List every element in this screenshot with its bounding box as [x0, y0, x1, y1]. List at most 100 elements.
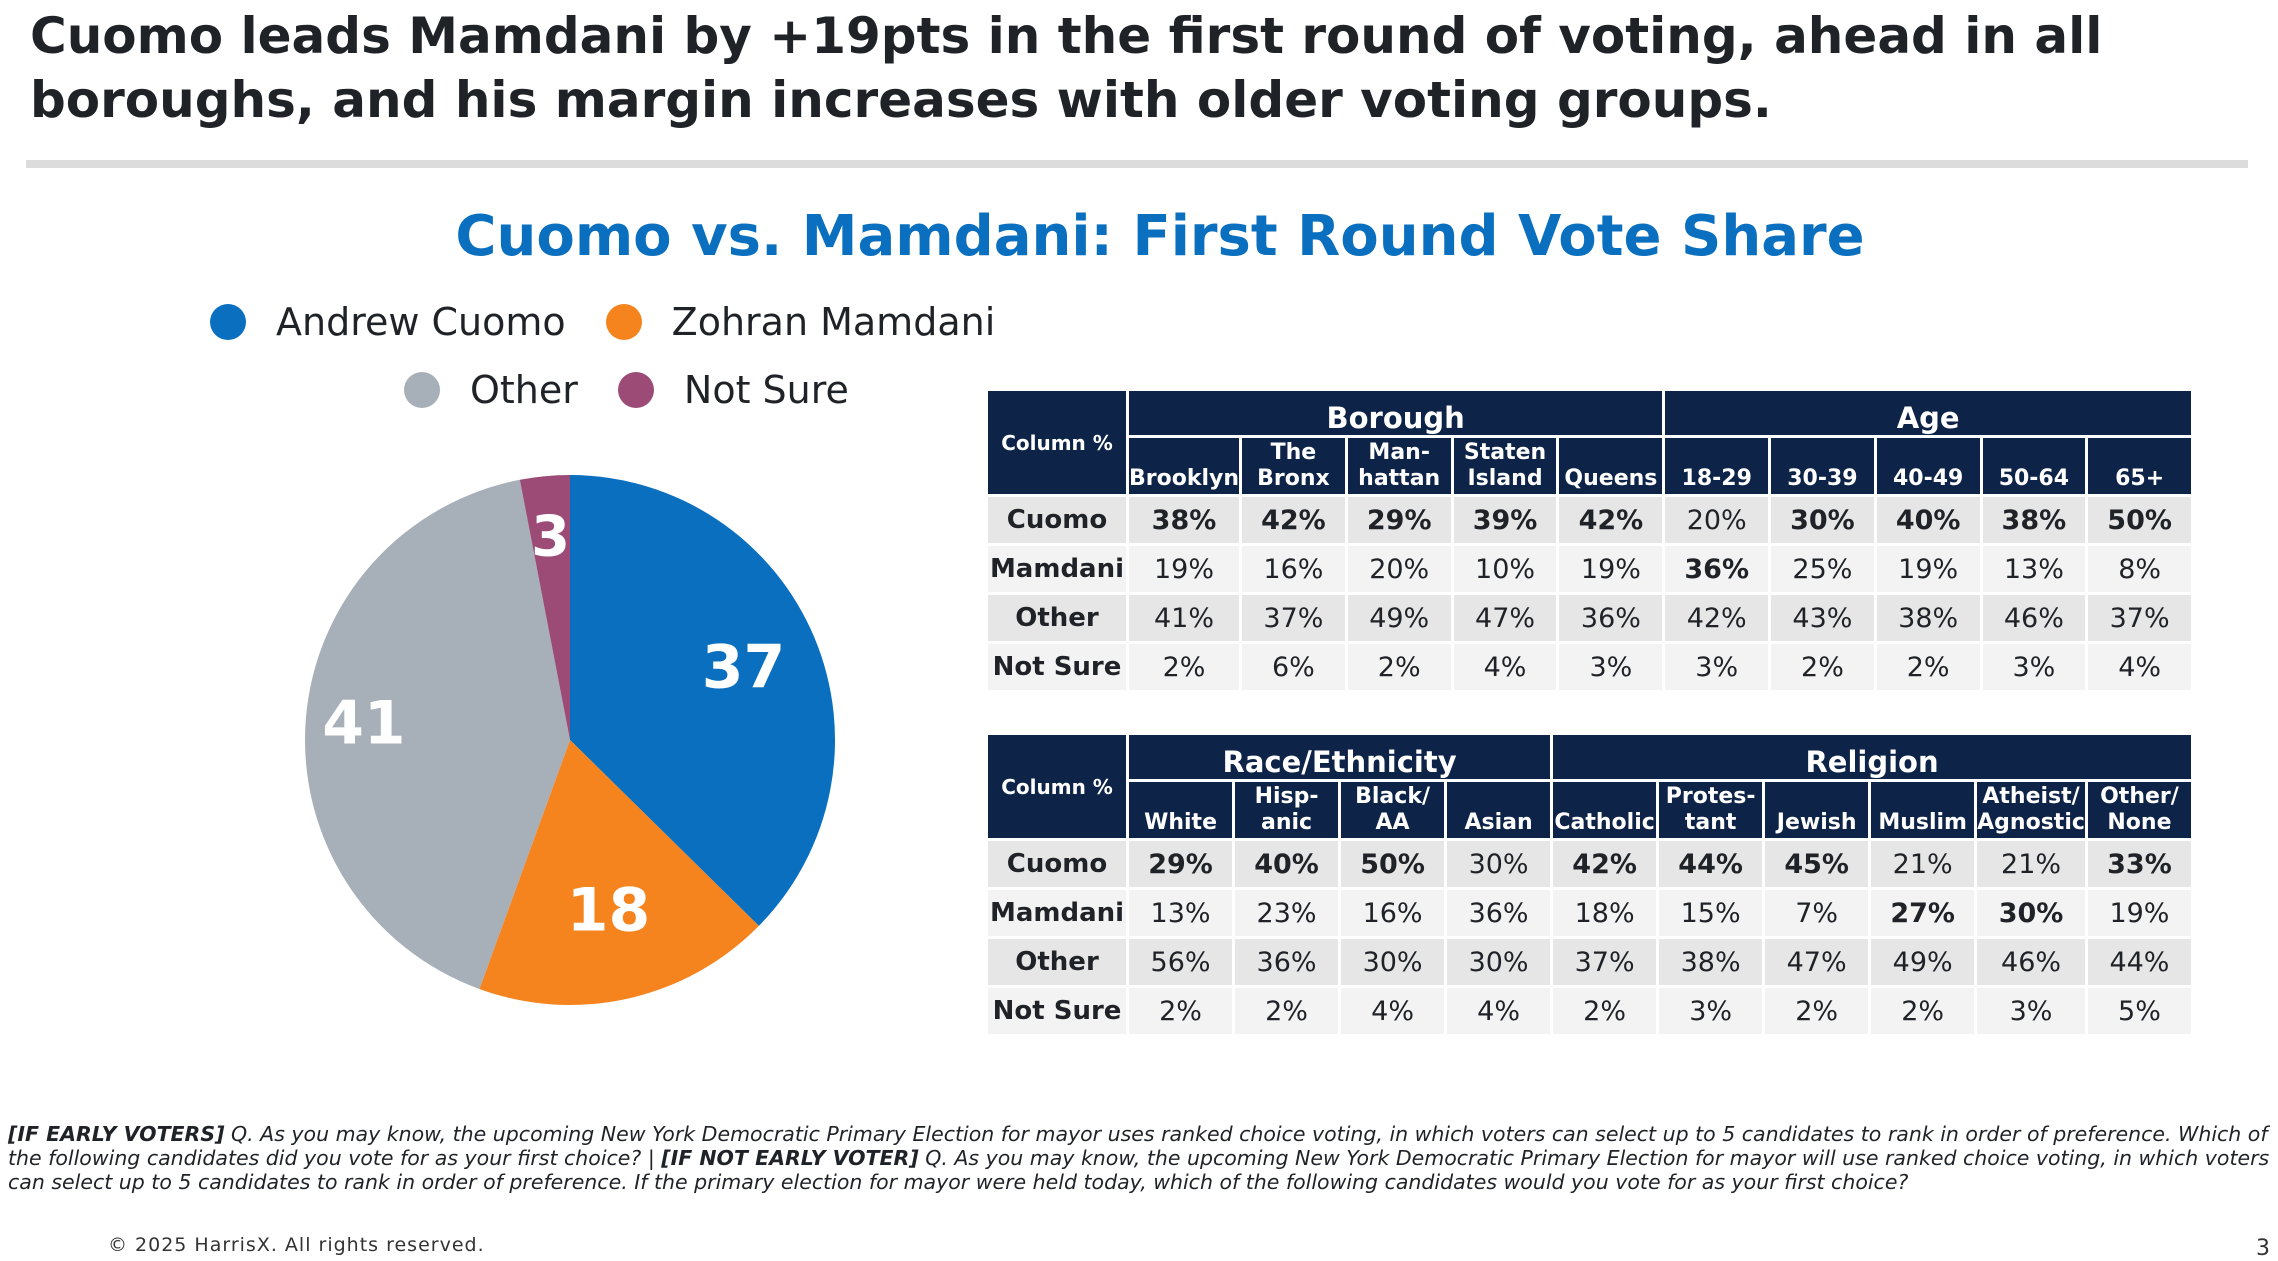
table-cell: 29% [1129, 841, 1233, 887]
legend-label-cuomo: Andrew Cuomo [276, 300, 566, 344]
legend-item-mamdani: Zohran Mamdani [605, 300, 995, 344]
table-cell: 36% [1235, 939, 1339, 985]
table-cell: 19% [1876, 546, 1980, 592]
legend-row-1: Andrew Cuomo Zohran Mamdani [210, 300, 1035, 344]
table-cell: 20% [1347, 546, 1451, 592]
table-column-header: Catholic [1553, 782, 1657, 838]
chart-title: Cuomo vs. Mamdani: First Round Vote Shar… [455, 204, 1865, 269]
table-cell: 3% [1982, 644, 2086, 690]
table-cell: 44% [2087, 939, 2191, 985]
table-cell: 2% [1765, 988, 1869, 1034]
table-cell: 21% [1871, 841, 1975, 887]
legend-item-cuomo: Andrew Cuomo [210, 300, 566, 344]
table-cell: 29% [1347, 497, 1451, 543]
table-cell: 15% [1659, 890, 1763, 936]
page-number: 3 [2256, 1236, 2270, 1261]
table-cell: 4% [1453, 644, 1557, 690]
table-cell: 30% [1447, 841, 1551, 887]
table-group-header: Religion [1553, 735, 2191, 779]
table-cell: 38% [1659, 939, 1763, 985]
table-cell: 30% [1771, 497, 1874, 543]
pie-slice-not-sure [519, 475, 570, 740]
pie-chart: 37 18 41 3 [304, 475, 835, 1005]
pie-label-andrew-cuomo: 37 [702, 632, 786, 702]
table-cell: 16% [1242, 546, 1345, 592]
table-cell: 3% [1977, 988, 2085, 1034]
table-cell: 36% [1665, 546, 1769, 592]
table-cell: 2% [1876, 644, 1980, 690]
table-cell: 2% [1129, 988, 1233, 1034]
table-group-header: Race/Ethnicity [1129, 735, 1551, 779]
table-cell: 2% [1871, 988, 1975, 1034]
table-cell: 8% [2088, 546, 2191, 592]
race-religion-table: Column % Race/Ethnicity Religion White Hisp-… [985, 732, 2194, 1037]
legend-item-other: Other [404, 368, 578, 412]
legend-dot-not-sure [617, 372, 654, 408]
table-cell: 2% [1128, 644, 1240, 690]
table-cell: 37% [1553, 939, 1657, 985]
footnote: [IF EARLY VOTERS] Q. As you may know, th… [8, 1122, 2270, 1194]
table-cell: 49% [1347, 595, 1451, 641]
table-cell: 3% [1665, 644, 1769, 690]
legend-dot-mamdani [605, 304, 642, 340]
footnote-tag-early: [IF EARLY VOTERS] [8, 1122, 225, 1146]
table-row: Not Sure 2% 6% 2% 4% 3% 3% 2% 2% 3% 4% [988, 644, 2191, 690]
table-cell: 30% [1341, 939, 1445, 985]
pie-label-not-sure: 3 [531, 504, 570, 569]
table-row-label: Cuomo [988, 497, 1126, 543]
table-row-label: Mamdani [988, 890, 1127, 936]
table-cell: 4% [1447, 988, 1551, 1034]
table-column-header: Asian [1447, 782, 1551, 838]
table-cell: 56% [1129, 939, 1233, 985]
footnote-text-early: Q. As you may know, the upcoming New Yor… [8, 1122, 2268, 1170]
table-cell: 2% [1771, 644, 1874, 690]
table-row: Cuomo 29% 40% 50% 30% 42% 44% 45% 21% 21% 33% [988, 841, 2191, 887]
table-cell: 6% [1242, 644, 1345, 690]
legend-row-2: Other Not Sure [404, 368, 889, 412]
legend-dot-cuomo [210, 304, 246, 340]
table-cell: 13% [1982, 546, 2086, 592]
table-cell: 41% [1128, 595, 1240, 641]
legend-label-other: Other [470, 368, 578, 412]
table-cell: 44% [1659, 841, 1763, 887]
table-cell: 5% [2087, 988, 2191, 1034]
table-cell: 46% [1982, 595, 2086, 641]
table-column-header: Hisp-anic [1235, 782, 1339, 838]
table-group-header: Borough [1128, 391, 1663, 435]
footnote-tag-not-early: [IF NOT EARLY VOTER] [661, 1146, 919, 1170]
table-column-header: The Bronx [1242, 438, 1345, 494]
table-column-header: 40-49 [1876, 438, 1980, 494]
table-cell: 20% [1665, 497, 1769, 543]
table-cell: 50% [1341, 841, 1445, 887]
table-cell: 46% [1977, 939, 2085, 985]
table-cell: 30% [1977, 890, 2085, 936]
table-cell: 49% [1871, 939, 1975, 985]
table-cell: 37% [1242, 595, 1345, 641]
table-column-header: 65+ [2088, 438, 2191, 494]
table-row: Mamdani 19% 16% 20% 10% 19% 36% 25% 19% 13% 8% [988, 546, 2191, 592]
table-cell: 21% [1977, 841, 2085, 887]
table-column-header: White [1129, 782, 1233, 838]
table-row-label: Other [988, 595, 1126, 641]
table-cell: 2% [1347, 644, 1451, 690]
table-column-header: Brooklyn [1128, 438, 1240, 494]
table-cell: 36% [1447, 890, 1551, 936]
legend-item-not-sure: Not Sure [617, 368, 849, 412]
table-cell: 18% [1553, 890, 1657, 936]
copyright: © 2025 HarrisX. All rights reserved. [108, 1234, 485, 1256]
table-cell: 25% [1771, 546, 1874, 592]
table-cell: 27% [1871, 890, 1975, 936]
table-row-label: Not Sure [988, 644, 1126, 690]
table-cell: 4% [2088, 644, 2191, 690]
table-cell: 3% [1659, 988, 1763, 1034]
table-column-header: Queens [1559, 438, 1663, 494]
table-cell: 47% [1453, 595, 1557, 641]
table-row-label: Cuomo [988, 841, 1127, 887]
table-column-header: 30-39 [1771, 438, 1874, 494]
table-column-header: 18-29 [1665, 438, 1769, 494]
table-cell: 19% [2087, 890, 2191, 936]
table-cell: 23% [1235, 890, 1339, 936]
table-cell: 50% [2088, 497, 2191, 543]
pie-slice-andrew-cuomo [570, 475, 835, 926]
table-column-header: 50-64 [1982, 438, 2086, 494]
